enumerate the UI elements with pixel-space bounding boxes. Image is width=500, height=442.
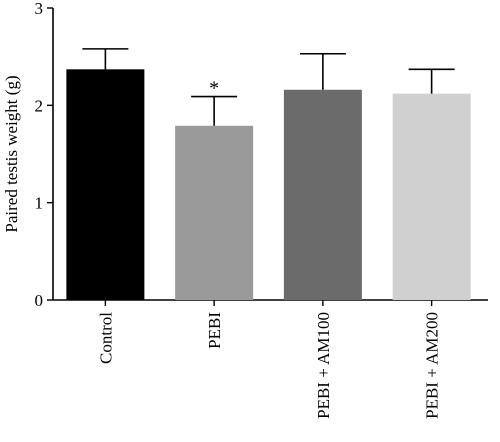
y-tick-label: 3 [35, 0, 44, 18]
annotations-group: * [209, 78, 219, 100]
x-tick-label: PEBI + AM100 [314, 312, 333, 419]
significance-marker: * [209, 78, 219, 100]
bars-group [66, 69, 471, 300]
y-tick-label: 2 [35, 96, 44, 115]
error-bars-group [82, 48, 455, 126]
x-tick-label: PEBI [205, 312, 224, 349]
x-tick-label: PEBI + AM200 [423, 312, 442, 419]
y-ticks-group: 0 1 2 3 [35, 0, 53, 310]
bar-pebi-am200 [392, 93, 471, 300]
y-tick-label: 0 [35, 291, 44, 310]
bar-pebi [175, 125, 254, 300]
bar-control [66, 69, 145, 300]
bar-pebi-am100 [283, 89, 362, 300]
y-tick-label: 1 [35, 194, 44, 213]
y-axis-title: Paired testis weight (g) [2, 75, 21, 232]
x-labels-group: Control PEBI PEBI + AM100 PEBI + AM200 [96, 300, 442, 419]
x-tick-label: Control [96, 312, 115, 364]
